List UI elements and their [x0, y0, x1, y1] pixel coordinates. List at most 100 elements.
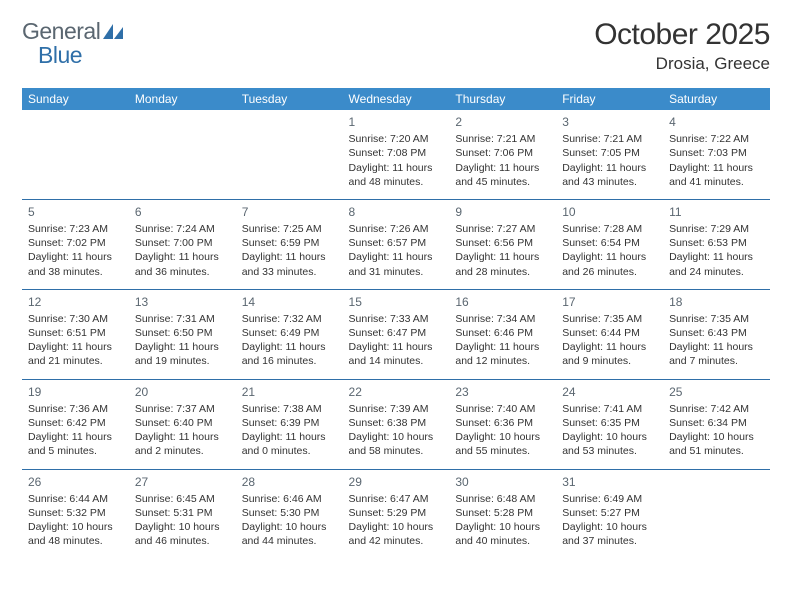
calendar-day-cell: 9Sunrise: 7:27 AMSunset: 6:56 PMDaylight… — [449, 199, 556, 289]
calendar-head: SundayMondayTuesdayWednesdayThursdayFrid… — [22, 88, 770, 110]
brand-part2: Blue — [38, 42, 82, 69]
sunset-text: Sunset: 5:29 PM — [349, 506, 444, 520]
calendar-day-cell: 22Sunrise: 7:39 AMSunset: 6:38 PMDayligh… — [343, 379, 450, 469]
day-number: 17 — [562, 294, 657, 310]
day-number: 27 — [135, 474, 230, 490]
day-number: 9 — [455, 204, 550, 220]
daylight-text: Daylight: 11 hours — [28, 340, 123, 354]
daylight-text: and 48 minutes. — [28, 534, 123, 548]
daylight-text: and 0 minutes. — [242, 444, 337, 458]
calendar-week-row: 26Sunrise: 6:44 AMSunset: 5:32 PMDayligh… — [22, 469, 770, 558]
sunrise-text: Sunrise: 7:23 AM — [28, 222, 123, 236]
daylight-text: Daylight: 11 hours — [28, 430, 123, 444]
calendar-day-cell: 5Sunrise: 7:23 AMSunset: 7:02 PMDaylight… — [22, 199, 129, 289]
daylight-text: Daylight: 11 hours — [242, 250, 337, 264]
daylight-text: Daylight: 11 hours — [455, 340, 550, 354]
day-number: 11 — [669, 204, 764, 220]
daylight-text: Daylight: 11 hours — [562, 250, 657, 264]
sunrise-text: Sunrise: 7:21 AM — [455, 132, 550, 146]
sunset-text: Sunset: 6:34 PM — [669, 416, 764, 430]
sunset-text: Sunset: 5:31 PM — [135, 506, 230, 520]
daylight-text: Daylight: 11 hours — [135, 340, 230, 354]
day-number: 12 — [28, 294, 123, 310]
daylight-text: and 7 minutes. — [669, 354, 764, 368]
sunset-text: Sunset: 6:53 PM — [669, 236, 764, 250]
sunset-text: Sunset: 6:35 PM — [562, 416, 657, 430]
sunset-text: Sunset: 6:47 PM — [349, 326, 444, 340]
daylight-text: Daylight: 11 hours — [242, 430, 337, 444]
calendar-day-cell: 23Sunrise: 7:40 AMSunset: 6:36 PMDayligh… — [449, 379, 556, 469]
month-title: October 2025 — [594, 18, 770, 52]
sunset-text: Sunset: 6:39 PM — [242, 416, 337, 430]
day-number: 1 — [349, 114, 444, 130]
sunset-text: Sunset: 6:38 PM — [349, 416, 444, 430]
daylight-text: Daylight: 11 hours — [669, 161, 764, 175]
daylight-text: and 2 minutes. — [135, 444, 230, 458]
sunset-text: Sunset: 6:59 PM — [242, 236, 337, 250]
calendar-day-cell: 12Sunrise: 7:30 AMSunset: 6:51 PMDayligh… — [22, 289, 129, 379]
daylight-text: Daylight: 10 hours — [455, 520, 550, 534]
sunset-text: Sunset: 6:56 PM — [455, 236, 550, 250]
calendar-week-row: 5Sunrise: 7:23 AMSunset: 7:02 PMDaylight… — [22, 199, 770, 289]
sunset-text: Sunset: 7:08 PM — [349, 146, 444, 160]
calendar-empty-cell — [663, 469, 770, 558]
day-number: 24 — [562, 384, 657, 400]
calendar-page: General October 2025 Drosia, Greece Blue… — [0, 0, 792, 558]
calendar-body: 1Sunrise: 7:20 AMSunset: 7:08 PMDaylight… — [22, 110, 770, 558]
sunset-text: Sunset: 7:00 PM — [135, 236, 230, 250]
brand-part1: General — [22, 18, 100, 45]
calendar-day-cell: 18Sunrise: 7:35 AMSunset: 6:43 PMDayligh… — [663, 289, 770, 379]
daylight-text: Daylight: 11 hours — [669, 250, 764, 264]
day-number: 7 — [242, 204, 337, 220]
daylight-text: Daylight: 11 hours — [562, 161, 657, 175]
sunrise-text: Sunrise: 6:45 AM — [135, 492, 230, 506]
calendar-day-cell: 29Sunrise: 6:47 AMSunset: 5:29 PMDayligh… — [343, 469, 450, 558]
calendar-day-cell: 13Sunrise: 7:31 AMSunset: 6:50 PMDayligh… — [129, 289, 236, 379]
day-number: 6 — [135, 204, 230, 220]
logo-sail-icon — [102, 23, 124, 41]
daylight-text: and 21 minutes. — [28, 354, 123, 368]
weekday-header: Saturday — [663, 88, 770, 110]
day-number: 30 — [455, 474, 550, 490]
daylight-text: Daylight: 10 hours — [562, 430, 657, 444]
sunset-text: Sunset: 6:50 PM — [135, 326, 230, 340]
sunset-text: Sunset: 7:05 PM — [562, 146, 657, 160]
calendar-day-cell: 11Sunrise: 7:29 AMSunset: 6:53 PMDayligh… — [663, 199, 770, 289]
day-number: 10 — [562, 204, 657, 220]
calendar-day-cell: 6Sunrise: 7:24 AMSunset: 7:00 PMDaylight… — [129, 199, 236, 289]
calendar-day-cell: 26Sunrise: 6:44 AMSunset: 5:32 PMDayligh… — [22, 469, 129, 558]
weekday-header: Tuesday — [236, 88, 343, 110]
calendar-day-cell: 17Sunrise: 7:35 AMSunset: 6:44 PMDayligh… — [556, 289, 663, 379]
sunrise-text: Sunrise: 7:39 AM — [349, 402, 444, 416]
daylight-text: and 43 minutes. — [562, 175, 657, 189]
header: General October 2025 Drosia, Greece — [22, 18, 770, 74]
daylight-text: and 58 minutes. — [349, 444, 444, 458]
daylight-text: Daylight: 11 hours — [349, 250, 444, 264]
calendar-day-cell: 3Sunrise: 7:21 AMSunset: 7:05 PMDaylight… — [556, 110, 663, 199]
day-number: 29 — [349, 474, 444, 490]
sunrise-text: Sunrise: 7:25 AM — [242, 222, 337, 236]
sunset-text: Sunset: 6:43 PM — [669, 326, 764, 340]
day-number: 5 — [28, 204, 123, 220]
day-number: 3 — [562, 114, 657, 130]
day-number: 26 — [28, 474, 123, 490]
daylight-text: Daylight: 11 hours — [562, 340, 657, 354]
sunrise-text: Sunrise: 7:32 AM — [242, 312, 337, 326]
sunset-text: Sunset: 6:36 PM — [455, 416, 550, 430]
sunrise-text: Sunrise: 7:31 AM — [135, 312, 230, 326]
calendar-day-cell: 25Sunrise: 7:42 AMSunset: 6:34 PMDayligh… — [663, 379, 770, 469]
day-number: 16 — [455, 294, 550, 310]
sunset-text: Sunset: 6:51 PM — [28, 326, 123, 340]
daylight-text: and 16 minutes. — [242, 354, 337, 368]
sunrise-text: Sunrise: 7:36 AM — [28, 402, 123, 416]
calendar-day-cell: 10Sunrise: 7:28 AMSunset: 6:54 PMDayligh… — [556, 199, 663, 289]
sunrise-text: Sunrise: 7:35 AM — [562, 312, 657, 326]
day-number: 22 — [349, 384, 444, 400]
calendar-empty-cell — [22, 110, 129, 199]
daylight-text: and 9 minutes. — [562, 354, 657, 368]
brand-logo: General — [22, 18, 125, 45]
sunrise-text: Sunrise: 6:47 AM — [349, 492, 444, 506]
calendar-day-cell: 30Sunrise: 6:48 AMSunset: 5:28 PMDayligh… — [449, 469, 556, 558]
calendar-day-cell: 8Sunrise: 7:26 AMSunset: 6:57 PMDaylight… — [343, 199, 450, 289]
sunset-text: Sunset: 5:32 PM — [28, 506, 123, 520]
